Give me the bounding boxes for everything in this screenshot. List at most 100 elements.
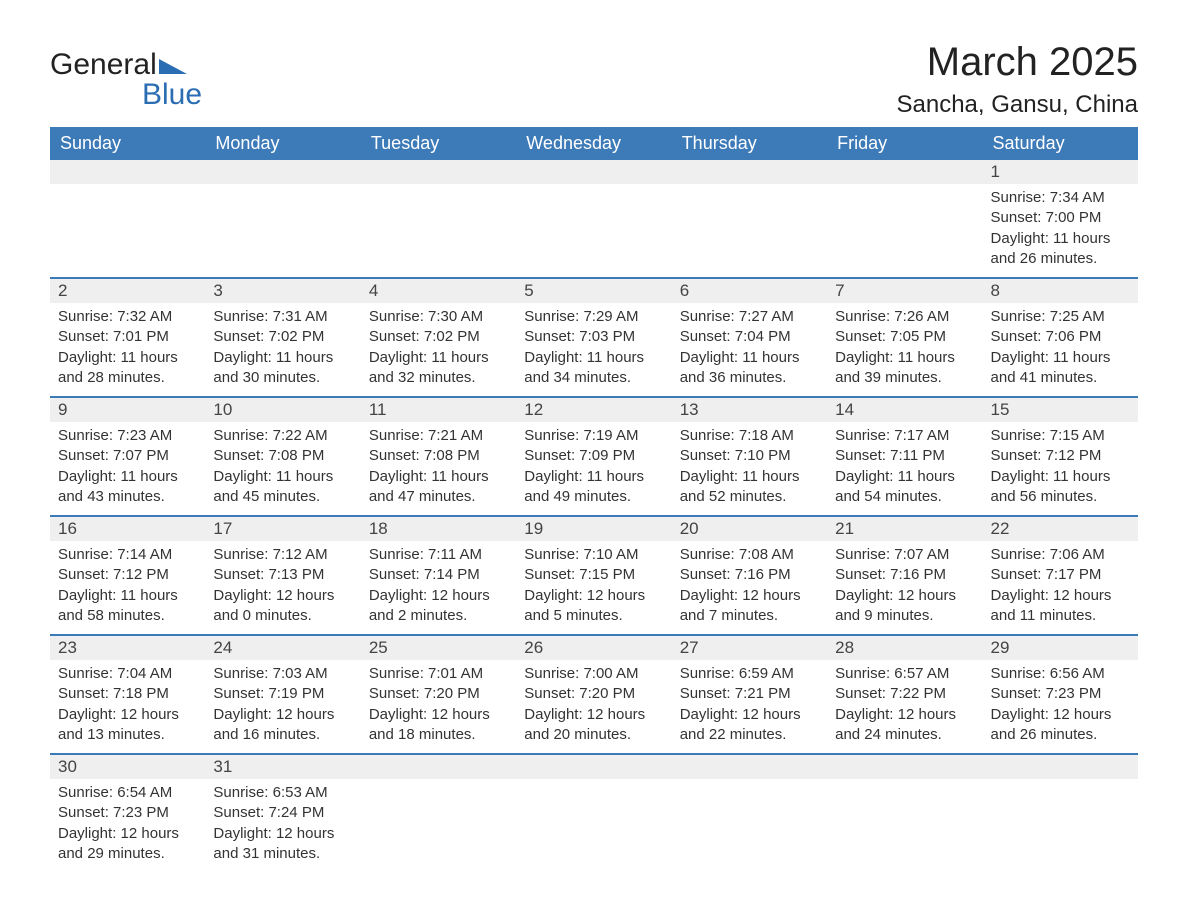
day-sunrise: Sunrise: 7:03 AM — [213, 664, 352, 684]
logo-word1: General — [50, 48, 157, 81]
day-number: 28 — [827, 634, 982, 660]
calendar-week: 30Sunrise: 6:54 AMSunset: 7:23 PMDayligh… — [50, 753, 1138, 872]
col-sunday: Sunday — [50, 127, 205, 160]
header: General Blue March 2025 Sancha, Gansu, C… — [50, 40, 1138, 119]
day-body — [361, 184, 516, 274]
calendar-cell: 18Sunrise: 7:11 AMSunset: 7:14 PMDayligh… — [361, 515, 516, 634]
calendar-cell — [672, 753, 827, 872]
calendar-cell: 24Sunrise: 7:03 AMSunset: 7:19 PMDayligh… — [205, 634, 360, 753]
calendar-cell: 4Sunrise: 7:30 AMSunset: 7:02 PMDaylight… — [361, 277, 516, 396]
calendar-cell — [516, 160, 671, 277]
col-wednesday: Wednesday — [516, 127, 671, 160]
day-number — [983, 753, 1138, 779]
day-body — [827, 184, 982, 274]
day-body — [983, 779, 1138, 869]
day-number: 27 — [672, 634, 827, 660]
day-sunset: Sunset: 7:20 PM — [369, 684, 508, 704]
day-sunrise: Sunrise: 7:07 AM — [835, 545, 974, 565]
day-sunset: Sunset: 7:16 PM — [835, 565, 974, 585]
day-daylight1: Daylight: 11 hours — [58, 348, 197, 368]
day-body: Sunrise: 7:27 AMSunset: 7:04 PMDaylight:… — [672, 303, 827, 396]
calendar-cell — [516, 753, 671, 872]
day-sunrise: Sunrise: 7:32 AM — [58, 307, 197, 327]
calendar-cell: 6Sunrise: 7:27 AMSunset: 7:04 PMDaylight… — [672, 277, 827, 396]
day-number — [516, 753, 671, 779]
day-body — [361, 779, 516, 869]
day-sunrise: Sunrise: 7:11 AM — [369, 545, 508, 565]
day-number: 5 — [516, 277, 671, 303]
day-number: 6 — [672, 277, 827, 303]
col-thursday: Thursday — [672, 127, 827, 160]
day-daylight2: and 5 minutes. — [524, 606, 663, 626]
day-sunset: Sunset: 7:19 PM — [213, 684, 352, 704]
day-sunrise: Sunrise: 7:10 AM — [524, 545, 663, 565]
day-sunset: Sunset: 7:08 PM — [369, 446, 508, 466]
day-daylight2: and 11 minutes. — [991, 606, 1130, 626]
logo: General Blue — [50, 50, 202, 110]
day-number: 26 — [516, 634, 671, 660]
day-daylight1: Daylight: 11 hours — [991, 467, 1130, 487]
day-sunrise: Sunrise: 7:29 AM — [524, 307, 663, 327]
calendar-cell: 3Sunrise: 7:31 AMSunset: 7:02 PMDaylight… — [205, 277, 360, 396]
calendar-cell: 17Sunrise: 7:12 AMSunset: 7:13 PMDayligh… — [205, 515, 360, 634]
day-daylight2: and 56 minutes. — [991, 487, 1130, 507]
day-number: 15 — [983, 396, 1138, 422]
calendar-cell: 10Sunrise: 7:22 AMSunset: 7:08 PMDayligh… — [205, 396, 360, 515]
day-daylight1: Daylight: 12 hours — [835, 705, 974, 725]
day-number — [50, 160, 205, 184]
day-body: Sunrise: 7:10 AMSunset: 7:15 PMDaylight:… — [516, 541, 671, 634]
day-daylight2: and 7 minutes. — [680, 606, 819, 626]
day-sunrise: Sunrise: 7:17 AM — [835, 426, 974, 446]
day-sunrise: Sunrise: 6:57 AM — [835, 664, 974, 684]
logo-triangle-icon — [159, 50, 187, 80]
calendar-cell: 29Sunrise: 6:56 AMSunset: 7:23 PMDayligh… — [983, 634, 1138, 753]
day-daylight2: and 41 minutes. — [991, 368, 1130, 388]
calendar-cell: 15Sunrise: 7:15 AMSunset: 7:12 PMDayligh… — [983, 396, 1138, 515]
day-daylight1: Daylight: 12 hours — [991, 705, 1130, 725]
day-number: 7 — [827, 277, 982, 303]
day-sunset: Sunset: 7:07 PM — [58, 446, 197, 466]
day-sunset: Sunset: 7:15 PM — [524, 565, 663, 585]
day-sunrise: Sunrise: 7:14 AM — [58, 545, 197, 565]
calendar-cell: 23Sunrise: 7:04 AMSunset: 7:18 PMDayligh… — [50, 634, 205, 753]
day-body — [205, 184, 360, 274]
day-daylight2: and 18 minutes. — [369, 725, 508, 745]
col-friday: Friday — [827, 127, 982, 160]
day-sunrise: Sunrise: 7:15 AM — [991, 426, 1130, 446]
calendar-cell — [50, 160, 205, 277]
day-sunset: Sunset: 7:04 PM — [680, 327, 819, 347]
day-number — [205, 160, 360, 184]
day-daylight2: and 36 minutes. — [680, 368, 819, 388]
day-sunrise: Sunrise: 7:00 AM — [524, 664, 663, 684]
day-daylight1: Daylight: 11 hours — [680, 467, 819, 487]
day-number: 12 — [516, 396, 671, 422]
day-body: Sunrise: 7:25 AMSunset: 7:06 PMDaylight:… — [983, 303, 1138, 396]
day-body: Sunrise: 7:14 AMSunset: 7:12 PMDaylight:… — [50, 541, 205, 634]
day-daylight1: Daylight: 12 hours — [991, 586, 1130, 606]
day-body: Sunrise: 7:19 AMSunset: 7:09 PMDaylight:… — [516, 422, 671, 515]
day-daylight2: and 29 minutes. — [58, 844, 197, 864]
calendar-cell: 12Sunrise: 7:19 AMSunset: 7:09 PMDayligh… — [516, 396, 671, 515]
day-daylight2: and 45 minutes. — [213, 487, 352, 507]
day-sunset: Sunset: 7:08 PM — [213, 446, 352, 466]
day-sunrise: Sunrise: 7:18 AM — [680, 426, 819, 446]
day-sunset: Sunset: 7:22 PM — [835, 684, 974, 704]
day-sunset: Sunset: 7:23 PM — [58, 803, 197, 823]
day-number — [672, 753, 827, 779]
day-sunrise: Sunrise: 7:27 AM — [680, 307, 819, 327]
day-number: 16 — [50, 515, 205, 541]
day-daylight2: and 32 minutes. — [369, 368, 508, 388]
day-daylight1: Daylight: 11 hours — [58, 586, 197, 606]
day-number: 17 — [205, 515, 360, 541]
day-body: Sunrise: 7:01 AMSunset: 7:20 PMDaylight:… — [361, 660, 516, 753]
day-daylight1: Daylight: 11 hours — [835, 467, 974, 487]
day-body — [672, 779, 827, 869]
day-daylight1: Daylight: 12 hours — [680, 586, 819, 606]
calendar-cell: 8Sunrise: 7:25 AMSunset: 7:06 PMDaylight… — [983, 277, 1138, 396]
day-body: Sunrise: 7:06 AMSunset: 7:17 PMDaylight:… — [983, 541, 1138, 634]
col-saturday: Saturday — [983, 127, 1138, 160]
day-number: 4 — [361, 277, 516, 303]
day-number: 22 — [983, 515, 1138, 541]
day-daylight1: Daylight: 12 hours — [213, 586, 352, 606]
title-block: March 2025 Sancha, Gansu, China — [897, 40, 1139, 119]
